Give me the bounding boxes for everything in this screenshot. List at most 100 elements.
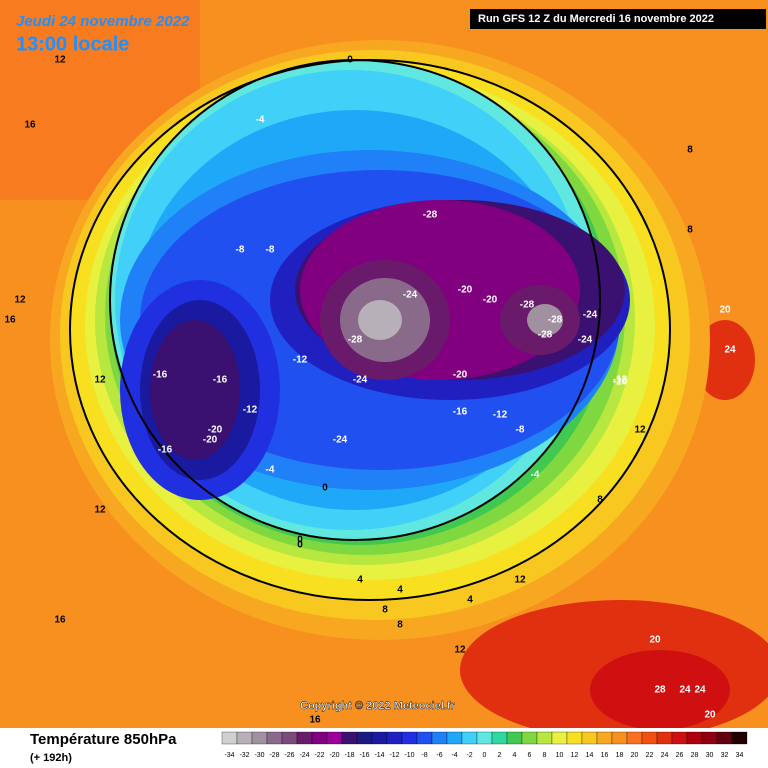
legend-swatch (536, 731, 553, 745)
contour-label: -20 (458, 285, 473, 296)
legend-label: 4 (513, 752, 517, 759)
legend-label: -6 (436, 752, 442, 759)
legend-label: 0 (483, 752, 487, 759)
legend-label: 24 (661, 752, 669, 759)
contour-label: 24 (724, 345, 736, 356)
legend-label: 6 (528, 752, 532, 759)
legend-swatch (566, 731, 583, 745)
legend-swatch (716, 731, 733, 745)
contour-label: 0 (347, 55, 353, 66)
contour-label: -16 (153, 370, 168, 381)
legend-label: -12 (389, 752, 399, 759)
legend-swatch (446, 731, 463, 745)
contour-label: -24 (583, 310, 598, 321)
contour-label: -12 (293, 355, 308, 366)
legend-swatch (551, 731, 568, 745)
contour-label: -28 (348, 335, 363, 346)
legend-label: 32 (721, 752, 729, 759)
contour-label: -20 (203, 435, 218, 446)
contour-label: 8 (382, 605, 388, 616)
contour-label: 16 (54, 615, 66, 626)
run-info: Run GFS 12 Z du Mercredi 16 novembre 202… (478, 13, 714, 25)
contour-label: -28 (538, 330, 553, 341)
contour-label: -8 (266, 245, 275, 256)
legend-label: 8 (543, 752, 547, 759)
legend-swatch (521, 731, 538, 745)
legend-label: 20 (631, 752, 639, 759)
legend-swatch (686, 731, 703, 745)
forecast-date: Jeudi 24 novembre 2022 (16, 13, 190, 30)
legend-label: -24 (299, 752, 309, 759)
contour-label: 4 (467, 595, 473, 606)
contour-label: -4 (266, 465, 275, 476)
contour-label: -28 (548, 315, 563, 326)
legend-swatch (671, 731, 688, 745)
legend-swatch (491, 731, 508, 745)
contour-label: -12 (243, 405, 258, 416)
footer-title: Température 850hPa (30, 731, 177, 748)
legend-label: 22 (646, 752, 654, 759)
legend-swatch (731, 731, 748, 745)
legend-label: 26 (676, 752, 684, 759)
legend-label: -14 (374, 752, 384, 759)
contour-label: 0 (297, 540, 303, 551)
legend-swatch (596, 731, 613, 745)
legend-swatch (341, 731, 358, 745)
legend-swatch (641, 731, 658, 745)
contour-label: -4 (531, 470, 540, 481)
contour-label: 28 (654, 685, 666, 696)
legend-swatch (281, 731, 298, 745)
run-box (470, 9, 766, 29)
legend-swatch (701, 731, 718, 745)
contour-label: 12 (454, 645, 466, 656)
contour-label: 0 (297, 535, 303, 546)
legend-swatch (236, 731, 253, 745)
contour-label: 20 (704, 710, 716, 721)
legend-label: 28 (691, 752, 699, 759)
legend-label: 14 (586, 752, 594, 759)
legend-swatch (311, 731, 328, 745)
contour-label: -16 (158, 445, 173, 456)
legend-swatch (401, 731, 418, 745)
legend-label: -34 (224, 752, 234, 759)
legend-label: -20 (329, 752, 339, 759)
legend-swatch (326, 731, 343, 745)
contour-label: 4 (397, 585, 403, 596)
contour-label: -24 (353, 375, 368, 386)
legend: -34 -32 -30 -28 -26 -24 -22 -20 -18 -16 -14 -12 -10-… (221, 731, 748, 759)
legend-label: 30 (706, 752, 714, 759)
contour-label: -20 (483, 295, 498, 306)
legend-label: 2 (498, 752, 502, 759)
legend-label: 12 (571, 752, 579, 759)
contour-label: 24 (694, 685, 706, 696)
legend-label: -32 (239, 752, 249, 759)
contour-label: 4 (357, 575, 363, 586)
contour-label: -16 (213, 375, 228, 386)
legend-label: -16 (359, 752, 369, 759)
contour-label: -20 (208, 425, 223, 436)
legend-swatch (461, 731, 478, 745)
forecast-time: 13:00 locale (16, 33, 129, 55)
contour-label: -24 (578, 335, 593, 346)
contour-label: -8 (236, 245, 245, 256)
contour-label: -8 (516, 425, 525, 436)
legend-swatch (296, 731, 313, 745)
legend-label: -26 (284, 752, 294, 759)
contour-label: -16 (453, 407, 468, 418)
legend-swatch (431, 731, 448, 745)
contour-label: 12 (14, 295, 26, 306)
legend-label: -2 (466, 752, 472, 759)
contour-label: -24 (333, 435, 348, 446)
legend-swatch (476, 731, 493, 745)
contour-label: 8 (397, 620, 403, 631)
contour-label: -28 (423, 210, 438, 221)
legend-label: 16 (601, 752, 609, 759)
footer-lead: (+ 192h) (30, 752, 72, 764)
legend-swatch (416, 731, 433, 745)
contour-label: 8 (687, 145, 693, 156)
contour-label: -20 (613, 377, 628, 388)
legend-swatch (581, 731, 598, 745)
contour-label: 8 (687, 225, 693, 236)
